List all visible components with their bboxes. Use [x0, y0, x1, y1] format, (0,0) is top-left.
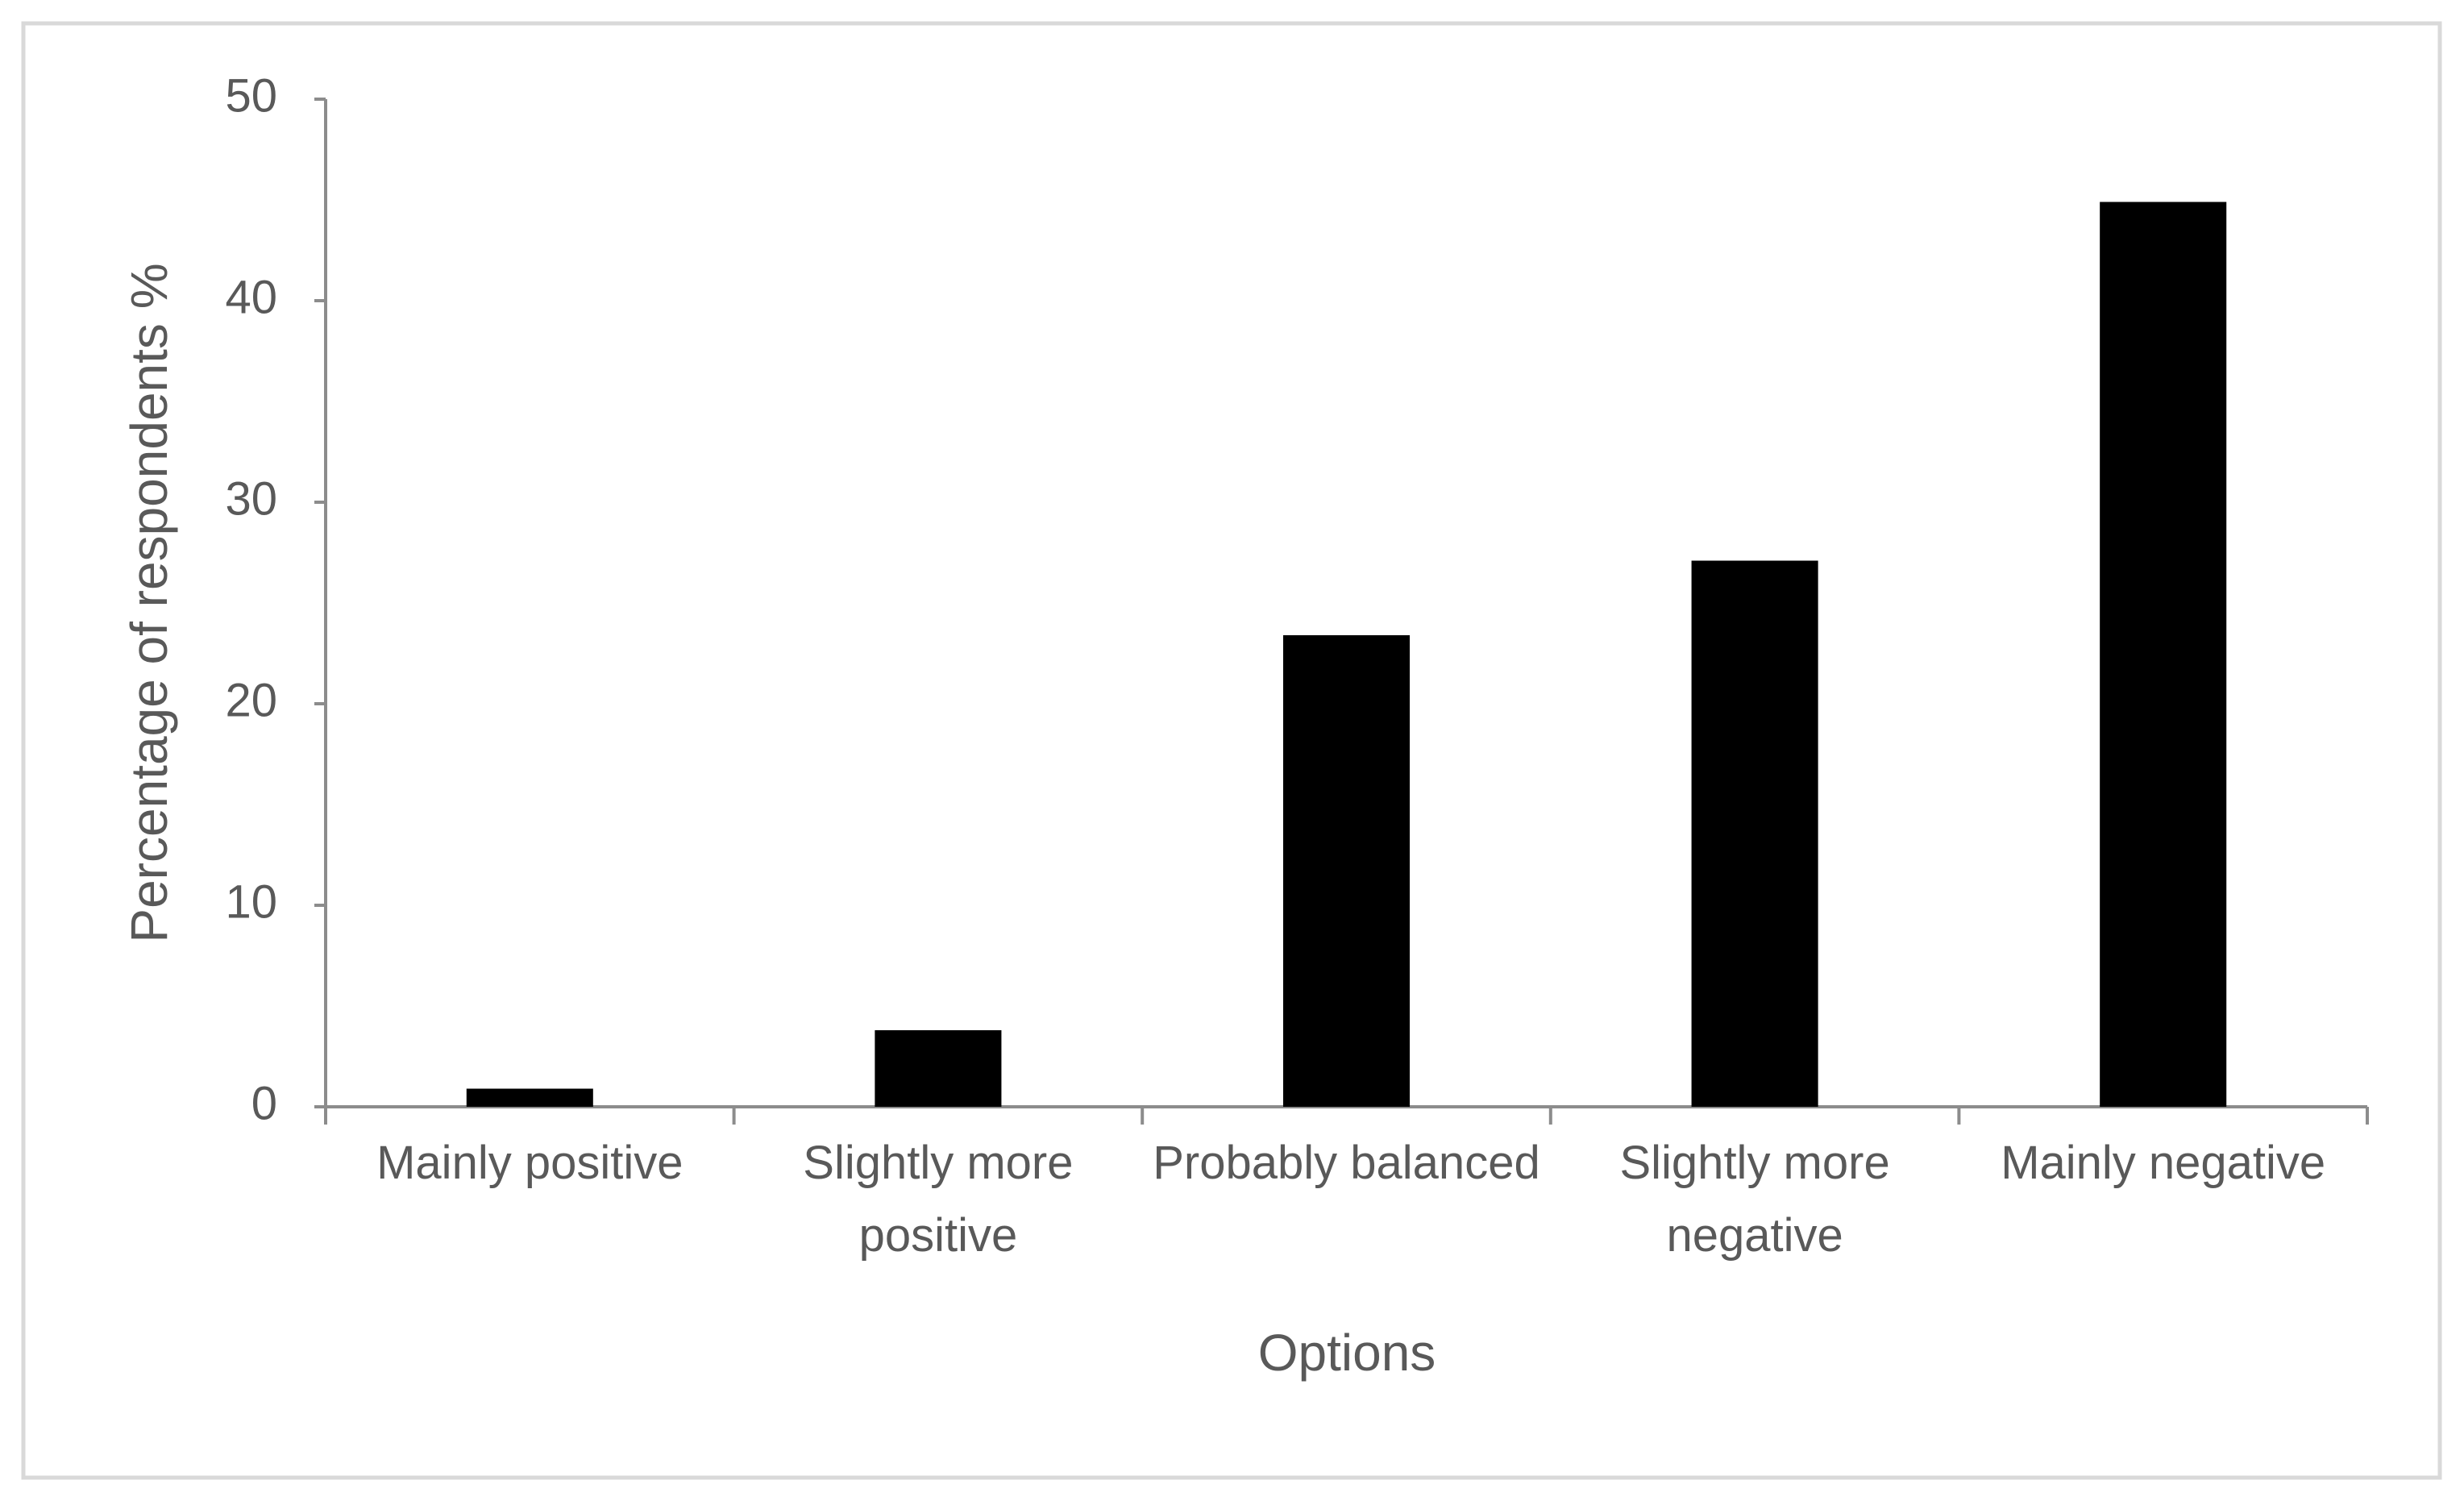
y-tick-label: 50: [225, 69, 277, 122]
y-tick-label: 40: [225, 271, 277, 323]
y-tick-label: 0: [251, 1077, 277, 1129]
bar: [1282, 635, 1411, 1107]
chart-border: [21, 21, 2442, 1480]
y-axis-title: Percentage of respondents %: [120, 263, 178, 942]
x-axis-title: Options: [1258, 1324, 1436, 1382]
x-tick-label: Probably balanced: [1153, 1137, 1540, 1189]
x-tick-label: Mainly positive: [376, 1137, 684, 1189]
bar: [875, 1030, 1002, 1107]
x-tick-label: Slightly more positive: [803, 1137, 1074, 1262]
y-tick-label: 10: [225, 875, 277, 928]
x-tick-label: Slightly more negative: [1619, 1137, 1890, 1262]
y-tick-label: 20: [225, 674, 277, 726]
bar: [466, 1088, 593, 1107]
x-tick-label: Mainly negative: [2001, 1137, 2326, 1189]
y-tick-label: 30: [225, 472, 277, 525]
bar: [1691, 560, 1818, 1107]
bar: [2100, 202, 2227, 1107]
